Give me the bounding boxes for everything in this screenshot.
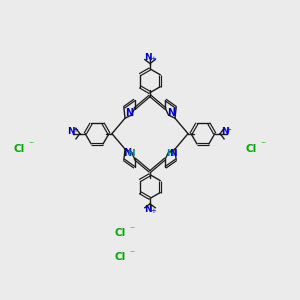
- Text: N: N: [221, 128, 229, 136]
- Text: N: N: [123, 148, 131, 158]
- Text: ⁻: ⁻: [129, 249, 134, 259]
- Text: Cl: Cl: [13, 143, 25, 154]
- Text: Cl: Cl: [245, 143, 256, 154]
- Text: N: N: [125, 108, 133, 118]
- Text: ⁻: ⁻: [28, 140, 33, 151]
- Text: +: +: [225, 127, 231, 133]
- Text: N: N: [68, 128, 75, 136]
- Text: +: +: [73, 127, 78, 133]
- Text: +: +: [150, 56, 156, 62]
- Text: H: H: [127, 149, 134, 158]
- Text: ⁻: ⁻: [260, 140, 265, 151]
- Text: H: H: [166, 149, 173, 158]
- Text: +: +: [150, 208, 156, 214]
- Text: N: N: [144, 205, 152, 214]
- Text: N: N: [167, 108, 175, 118]
- Text: N: N: [144, 53, 152, 62]
- Text: N: N: [169, 149, 176, 158]
- Text: ⁻: ⁻: [129, 225, 134, 235]
- Text: Cl: Cl: [114, 252, 126, 262]
- Text: Cl: Cl: [114, 228, 126, 238]
